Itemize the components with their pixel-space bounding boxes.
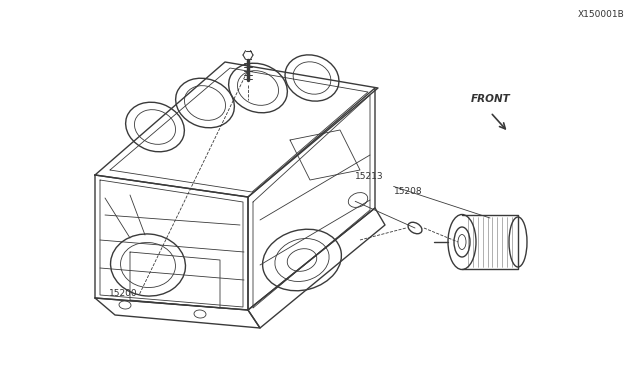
Text: X150001B: X150001B [577, 10, 624, 19]
Text: 15200: 15200 [109, 289, 138, 298]
Text: 15213: 15213 [355, 172, 384, 181]
Text: FRONT: FRONT [470, 94, 510, 104]
Text: 15208: 15208 [394, 187, 422, 196]
